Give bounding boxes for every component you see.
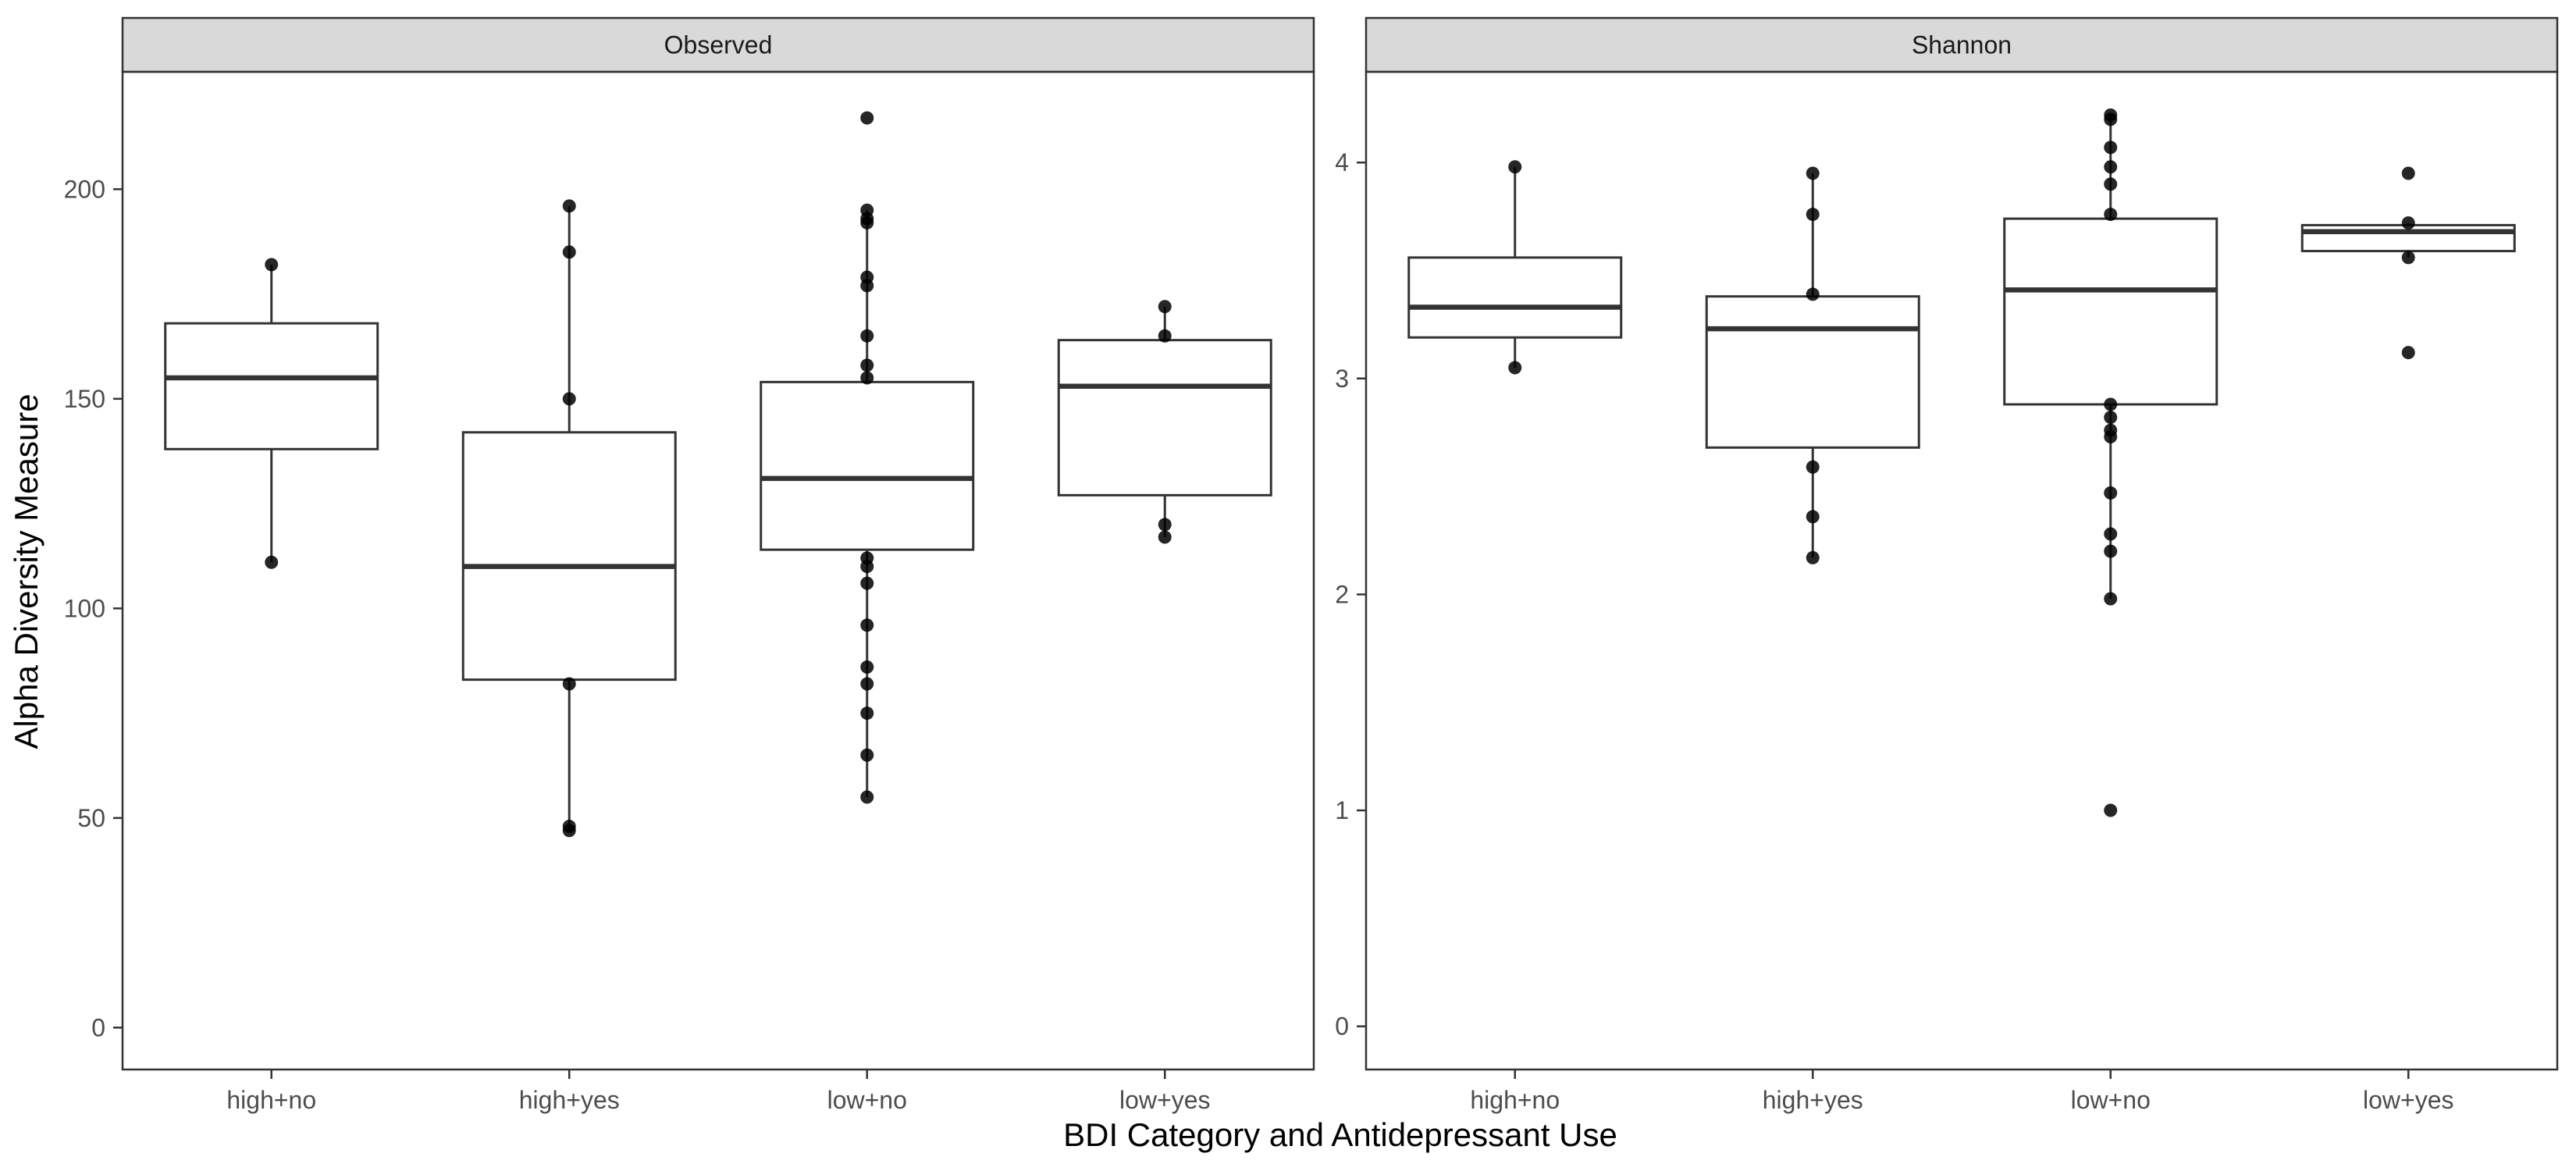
- data-point: [562, 199, 576, 213]
- data-point: [860, 790, 874, 804]
- data-point: [2104, 429, 2118, 443]
- box-low+yes: [1057, 306, 1272, 538]
- facet-strip: [121, 16, 1315, 73]
- x-tick-label: high+yes: [1763, 1086, 1863, 1114]
- data-point: [1806, 208, 1820, 222]
- iqr-box: [2003, 217, 2218, 406]
- data-point: [2104, 177, 2118, 191]
- y-tick-label: 150: [64, 385, 105, 413]
- data-point: [2401, 346, 2415, 360]
- facet-strip: [1364, 16, 2559, 73]
- data-point: [860, 618, 874, 632]
- data-point: [2104, 803, 2118, 817]
- box-high+no: [1407, 166, 1623, 368]
- y-tick-label: 50: [77, 804, 105, 832]
- data-point: [1806, 166, 1820, 180]
- data-point: [2104, 141, 2118, 155]
- x-tick-label: low+no: [2071, 1086, 2151, 1114]
- iqr-box: [1705, 295, 1920, 449]
- data-point: [1806, 510, 1820, 524]
- data-point: [860, 576, 874, 590]
- data-point: [2104, 527, 2118, 541]
- box-high+no: [164, 265, 379, 563]
- data-point: [1158, 518, 1172, 532]
- iqr-box: [760, 380, 975, 551]
- data-point: [2104, 486, 2118, 500]
- y-axis-title: Alpha Diversity Measure: [8, 393, 44, 749]
- x-tick-label: low+no: [827, 1086, 907, 1114]
- iqr-box: [461, 431, 677, 682]
- data-point: [860, 560, 874, 574]
- iqr-box: [1407, 256, 1623, 339]
- x-tick-label: high+no: [1470, 1086, 1560, 1114]
- data-point: [562, 824, 576, 838]
- facet-strip-label: Observed: [664, 31, 773, 59]
- iqr-box: [1057, 339, 1272, 497]
- data-point: [2401, 166, 2415, 180]
- y-tick-label: 200: [64, 175, 105, 203]
- data-point: [2104, 397, 2118, 411]
- data-point: [1508, 160, 1522, 174]
- data-point: [265, 258, 279, 272]
- iqr-box: [164, 322, 379, 450]
- box-low+no: [2003, 115, 2218, 599]
- data-point: [1158, 300, 1172, 314]
- y-tick-label: 2: [1335, 580, 1349, 608]
- data-point: [562, 392, 576, 406]
- x-tick-label: low+yes: [1119, 1086, 1211, 1114]
- data-point: [860, 660, 874, 674]
- data-point: [860, 279, 874, 293]
- data-point: [860, 677, 874, 691]
- panel-border: [1364, 70, 2559, 1071]
- data-point: [2104, 411, 2118, 425]
- y-tick-label: 1: [1335, 796, 1349, 824]
- x-axis-title: BDI Category and Antidepressant Use: [1063, 1116, 1617, 1153]
- data-point: [265, 555, 279, 569]
- data-point: [2104, 592, 2118, 606]
- data-point: [860, 371, 874, 385]
- data-point: [2104, 544, 2118, 558]
- data-point: [2104, 208, 2118, 222]
- box-low+no: [760, 210, 975, 797]
- data-point: [2401, 251, 2415, 265]
- shannon-panel: Shannon 0 1 2 3 4 high+no high+yes low+no low+yes: [1335, 16, 2559, 1114]
- x-tick-label: high+no: [226, 1086, 316, 1114]
- data-point: [1806, 460, 1820, 474]
- data-point: [860, 215, 874, 230]
- data-point: [1158, 530, 1172, 544]
- y-tick-label: 0: [1335, 1013, 1349, 1041]
- x-tick-label: high+yes: [519, 1086, 620, 1114]
- panel-border: [121, 70, 1315, 1071]
- y-tick-label: 0: [91, 1013, 105, 1041]
- facet-strip-label: Shannon: [1912, 31, 2012, 59]
- data-point: [1158, 329, 1172, 343]
- data-point: [2401, 216, 2415, 230]
- data-point: [2104, 160, 2118, 174]
- box-high+yes: [461, 205, 677, 831]
- y-tick-label: 4: [1335, 148, 1349, 176]
- data-point: [860, 111, 874, 125]
- y-tick-label: 100: [64, 594, 105, 622]
- data-point: [2104, 112, 2118, 126]
- y-tick-label: 3: [1335, 365, 1349, 393]
- data-point: [860, 358, 874, 372]
- data-point: [562, 677, 576, 691]
- data-point: [1508, 361, 1522, 375]
- data-point: [1806, 287, 1820, 301]
- data-point: [860, 707, 874, 721]
- data-point: [1806, 550, 1820, 564]
- x-tick-label: low+yes: [2363, 1086, 2454, 1114]
- data-point: [860, 329, 874, 343]
- data-point: [562, 245, 576, 259]
- observed-panel: Observed 0 50 100 150 200 high+no high+yes low+n…: [64, 16, 1315, 1114]
- data-point: [860, 748, 874, 762]
